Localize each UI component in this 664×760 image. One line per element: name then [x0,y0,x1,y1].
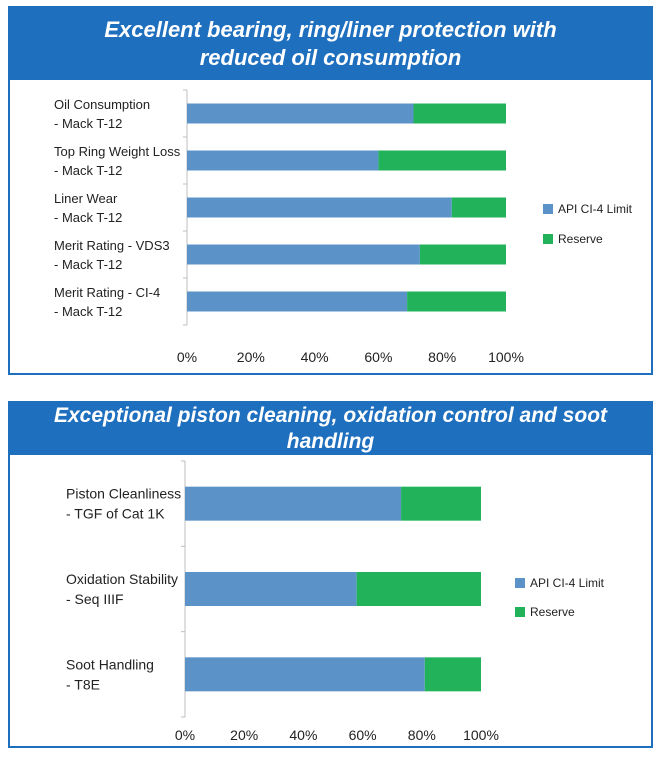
category-label-1-line-1: - Mack T-12 [54,163,122,178]
panel-title-line-1: Exceptional piston cleaning, oxidation c… [53,404,608,453]
category-label-0-line-1: - Mack T-12 [54,116,122,131]
bar-api-limit-0 [185,486,402,521]
bar-api-limit-2 [185,657,425,692]
x-tick-label-4: 80% [428,349,456,365]
category-label-4-line-1: - Mack T-12 [54,304,122,319]
category-label-0-line-0: Oil Consumption [54,97,150,112]
bar-reserve-4 [407,291,506,312]
legend-label-0: API CI-4 Limit [558,202,633,216]
bar-api-limit-2 [187,197,452,218]
bar-reserve-0 [413,103,506,124]
panel-title-line-1: Excellent bearing, ring/liner protection… [104,17,557,42]
category-label-4-line-0: Merit Rating - CI-4 [54,285,160,300]
chart-panel-bearing-protection: Excellent bearing, ring/liner protection… [8,6,653,375]
category-label-1-line-0: Oxidation Stability [66,571,178,587]
bar-api-limit-4 [187,291,408,312]
category-label-2-line-1: - T8E [66,676,100,692]
legend-label-1: Reserve [530,605,575,619]
panel-title-bar: Excellent bearing, ring/liner protection… [10,8,651,80]
x-tick-label-5: 100% [463,727,499,743]
legend-swatch-1 [543,234,553,244]
legend-label-0: API CI-4 Limit [530,576,605,590]
x-tick-label-5: 100% [488,349,524,365]
x-tick-label-2: 40% [301,349,329,365]
category-label-2-line-1: - Mack T-12 [54,210,122,225]
category-label-1-line-1: - Seq IIIF [66,591,124,607]
legend-swatch-0 [515,578,525,588]
x-tick-label-4: 80% [408,727,436,743]
bar-reserve-1 [378,150,506,171]
x-tick-label-0: 0% [175,727,195,743]
x-tick-label-0: 0% [177,349,197,365]
bar-reserve-2 [424,657,481,692]
bar-api-limit-1 [187,150,379,171]
x-tick-label-1: 20% [230,727,258,743]
category-label-2-line-0: Liner Wear [54,191,118,206]
panel-title-bar: Exceptional piston cleaning, oxidation c… [10,403,651,455]
bar-reserve-0 [401,486,481,521]
category-label-3-line-1: - Mack T-12 [54,257,122,272]
category-label-0-line-1: - TGF of Cat 1K [66,506,165,522]
bar-chart-piston: Piston Cleanliness - TGF of Cat 1K Oxidati… [66,460,605,743]
category-label-0-line-0: Piston Cleanliness [66,486,181,502]
legend-swatch-1 [515,607,525,617]
bar-reserve-1 [356,572,481,606]
legend-label-1: Reserve [558,232,603,246]
panel-title-line-2: reduced oil consumption [199,45,462,70]
x-tick-label-3: 60% [364,349,392,365]
chart-panel-piston-cleaning: Exceptional piston cleaning, oxidation c… [8,401,653,748]
legend-swatch-0 [543,204,553,214]
category-label-2-line-0: Soot Handling [66,656,154,672]
bar-api-limit-3 [187,244,420,265]
bar-api-limit-0 [187,103,414,124]
bar-reserve-3 [419,244,506,265]
bar-api-limit-1 [185,572,357,606]
bar-reserve-2 [451,197,506,218]
category-label-1-line-0: Top Ring Weight Loss [54,144,181,159]
x-tick-label-1: 20% [237,349,265,365]
category-label-3-line-0: Merit Rating - VDS3 [54,238,170,253]
x-tick-label-2: 40% [289,727,317,743]
x-tick-label-3: 60% [349,727,377,743]
bar-chart-bearing: Oil Consumption - Mack T-12 Top Ring Weigh… [54,89,633,365]
